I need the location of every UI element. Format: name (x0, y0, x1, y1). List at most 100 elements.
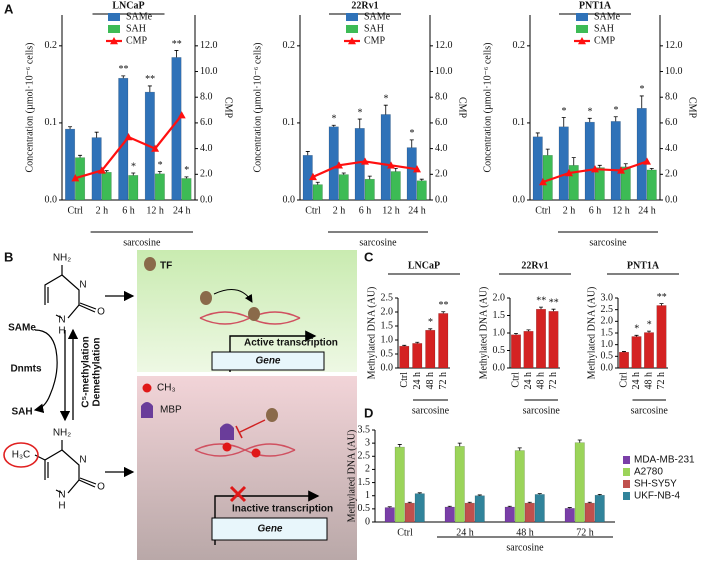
bar (536, 308, 546, 369)
y-tick-label: 0.2 (283, 40, 296, 51)
y2-tick-label: 2.0 (435, 169, 448, 180)
y2-tick-label: 6.0 (200, 117, 213, 128)
bar (101, 172, 112, 201)
atom: N (58, 490, 65, 501)
y-tick-label: 0.0 (283, 194, 296, 205)
error-bar (613, 116, 618, 122)
y-axis-label: Concentration (µmol·10⁻⁶ cells) (24, 42, 35, 172)
y-tick-label: 2.5 (601, 304, 614, 315)
error-bar (535, 132, 540, 137)
error-bar (597, 164, 602, 168)
error-bar (597, 494, 602, 496)
x-tick-label: 2 h (333, 205, 346, 216)
line-marker (617, 166, 625, 174)
bar (532, 136, 543, 201)
significance: * (588, 107, 593, 118)
significance: * (640, 84, 645, 95)
bar (574, 442, 585, 523)
error-bar (517, 447, 522, 451)
error-bar (104, 170, 109, 173)
y-tick-label: 0.1 (45, 117, 58, 128)
y-tick-label: 0.5 (601, 351, 614, 362)
error-bar (507, 505, 512, 508)
y-tick-label: 0.0 (493, 362, 506, 373)
bar (594, 167, 605, 201)
y-tick-label: 0.0 (381, 362, 394, 373)
inhibit (239, 419, 266, 433)
legend-label: CMP (594, 35, 616, 46)
error-bar (341, 172, 346, 175)
x-tick-label: Ctrl (399, 372, 410, 388)
x-tick-label: 6 h (589, 205, 602, 216)
error-bar (331, 124, 336, 127)
x-tick-label: Ctrl (397, 527, 413, 538)
bar (523, 331, 534, 369)
y2-tick-label: 6.0 (665, 117, 678, 128)
y-tick-label: 3 (365, 437, 370, 448)
line-marker (151, 144, 160, 152)
y2-axis-label: CMP (457, 97, 468, 119)
y2-tick-label: 0.0 (200, 194, 213, 205)
line-marker (97, 166, 106, 174)
y-tick-label: 1.5 (493, 310, 506, 321)
bar (646, 169, 657, 201)
label: Gene (255, 356, 280, 367)
bar (399, 345, 410, 369)
significance: ** (145, 74, 155, 85)
atom: O (97, 307, 105, 318)
error-bar (315, 181, 320, 185)
significance: * (332, 114, 337, 125)
bar (454, 446, 465, 523)
significance: ** (657, 292, 667, 303)
error-bar (623, 163, 628, 167)
legend-swatch (623, 480, 630, 488)
x-tick-label: 24 h (456, 527, 474, 538)
error-bar (68, 126, 73, 130)
bar (656, 305, 667, 369)
bar (390, 171, 401, 201)
bar (425, 329, 436, 369)
error-bar (121, 75, 126, 79)
x-tick-label: 6 h (359, 205, 372, 216)
bar (328, 126, 339, 201)
bar (542, 155, 553, 201)
y-axis-label: Methylated DNA (AU) (366, 287, 377, 380)
arrow (33, 329, 58, 414)
significance: * (384, 93, 389, 104)
label: Dnmts (10, 364, 42, 375)
y2-tick-label: 10.0 (435, 66, 453, 77)
error-bar (147, 85, 152, 93)
line-marker (177, 111, 186, 119)
line-marker (71, 174, 80, 182)
x-tick-label: 48 h (644, 372, 655, 390)
y-axis-label: Methylated DNA (AU) (586, 287, 597, 380)
y2-tick-label: 12.0 (665, 40, 683, 51)
legend-swatch (346, 25, 358, 33)
line-marker (591, 165, 599, 173)
y2-tick-label: 8.0 (200, 92, 213, 103)
error-bar (622, 351, 626, 353)
bar (631, 336, 642, 369)
bar (444, 506, 455, 523)
bar (404, 502, 415, 523)
significance: ** (119, 64, 129, 75)
gene-box (211, 517, 328, 541)
bar (171, 57, 182, 201)
atom: H (58, 501, 65, 512)
label: Gene (257, 524, 282, 535)
error-bar (649, 167, 654, 170)
y-axis-label: Concentration (µmol·10⁻⁶ cells) (252, 42, 263, 172)
mbp-icon (220, 423, 234, 440)
error-bar (383, 104, 388, 115)
legend-swatch (578, 37, 586, 45)
y2-tick-label: 2.0 (200, 169, 213, 180)
y-tick-label: 0.0 (513, 194, 526, 205)
significance: * (428, 317, 433, 328)
y-axis-label: Methylated DNA (AU) (478, 287, 489, 380)
y-tick-label: 0.0 (45, 194, 58, 205)
line-marker (387, 161, 395, 169)
legend-swatch (348, 37, 356, 45)
tf-icon (144, 257, 156, 271)
error-bar (477, 494, 482, 496)
